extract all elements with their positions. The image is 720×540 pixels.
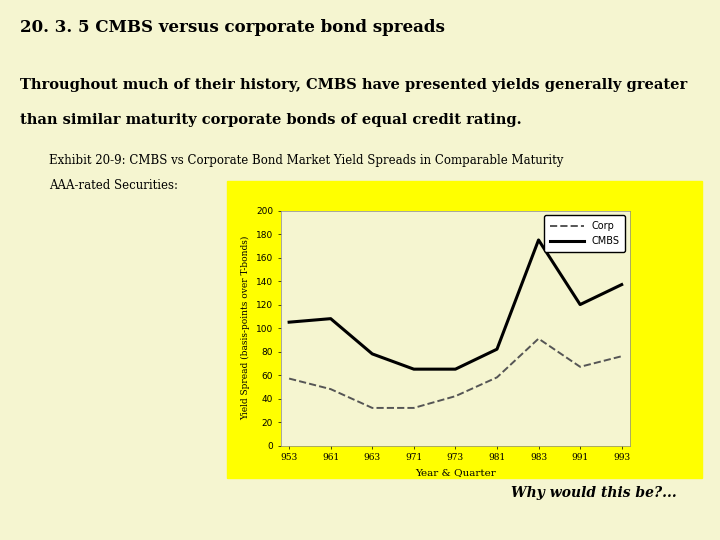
Text: Why would this be?...: Why would this be?... <box>511 485 677 500</box>
CMBS <box>451 366 460 373</box>
CMBS <box>368 350 377 357</box>
Corp <box>617 353 626 360</box>
Line: CMBS: CMBS <box>289 240 621 369</box>
Legend: Corp, CMBS: Corp, CMBS <box>544 215 625 252</box>
Y-axis label: Yield Spread (basis-points over T-bonds): Yield Spread (basis-points over T-bonds) <box>241 236 251 420</box>
Text: than similar maturity corporate bonds of equal credit rating.: than similar maturity corporate bonds of… <box>20 113 522 127</box>
Text: Throughout much of their history, CMBS have presented yields generally greater: Throughout much of their history, CMBS h… <box>20 78 688 92</box>
CMBS <box>285 319 294 326</box>
Corp <box>451 393 460 400</box>
Corp <box>534 335 543 342</box>
Corp <box>492 374 501 381</box>
CMBS <box>410 366 418 373</box>
Text: Exhibit 20-9: CMBS vs Corporate Bond Market Yield Spreads in Comparable Maturity: Exhibit 20-9: CMBS vs Corporate Bond Mar… <box>49 154 563 167</box>
Corp <box>368 404 377 411</box>
CMBS <box>534 237 543 243</box>
CMBS <box>492 346 501 353</box>
Corp <box>285 375 294 382</box>
Corp <box>576 363 585 370</box>
CMBS <box>576 301 585 308</box>
CMBS <box>326 315 335 322</box>
Corp <box>326 386 335 393</box>
Text: AAA-rated Securities:: AAA-rated Securities: <box>49 179 178 192</box>
CMBS <box>617 281 626 288</box>
X-axis label: Year & Quarter: Year & Quarter <box>415 468 496 477</box>
Text: 20. 3. 5 CMBS versus corporate bond spreads: 20. 3. 5 CMBS versus corporate bond spre… <box>20 19 445 36</box>
Line: Corp: Corp <box>289 339 621 408</box>
Corp <box>410 404 418 411</box>
